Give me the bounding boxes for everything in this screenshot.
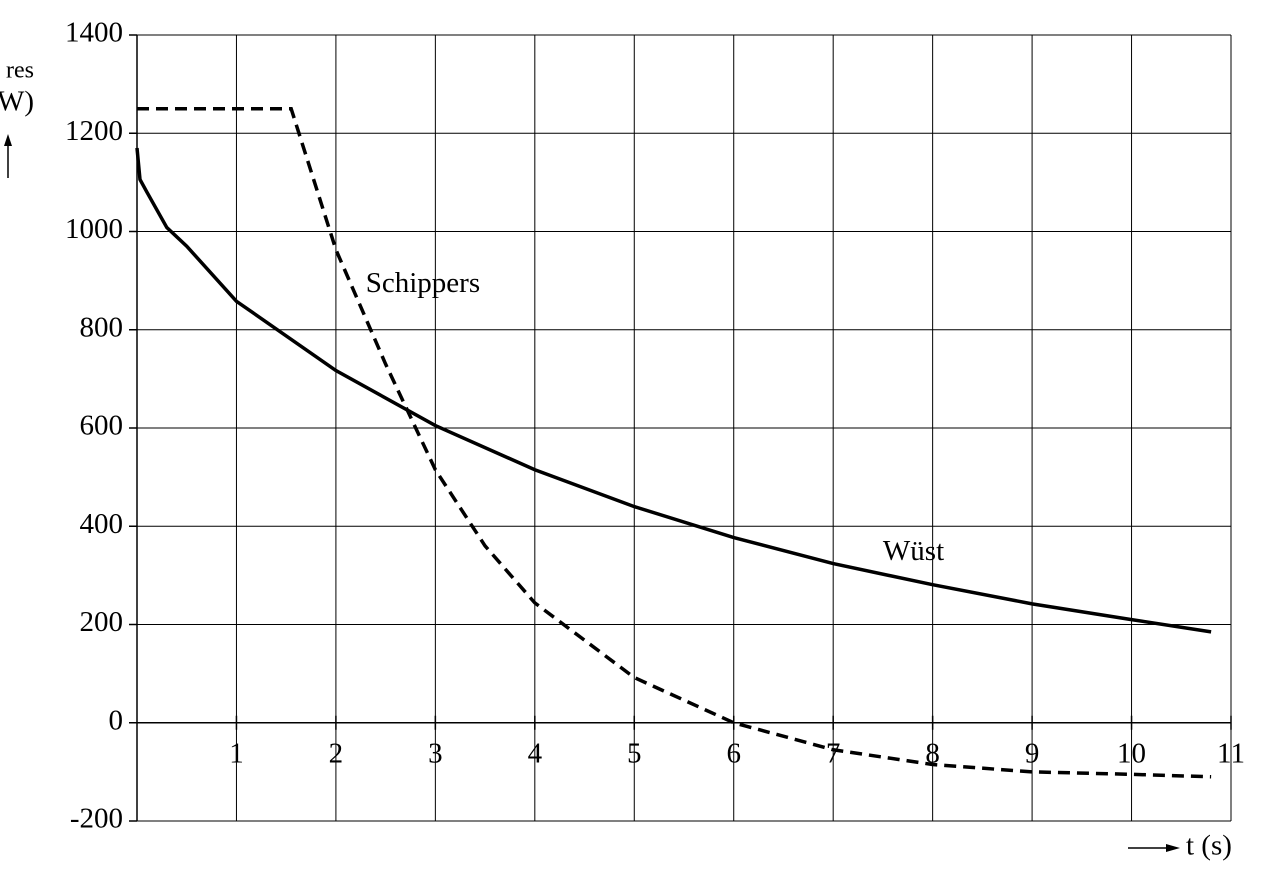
series-line [135, 147, 1212, 634]
annotation: Wüst [883, 535, 944, 567]
series-line [137, 106, 1212, 779]
x-tick-label: 7 [826, 737, 841, 769]
y-label: W) [0, 86, 34, 118]
y-tick-label: 0 [109, 704, 124, 736]
x-tick-label: 4 [528, 737, 543, 769]
y-tick-label: 1000 [65, 213, 123, 245]
y-arrow-head [4, 134, 12, 146]
y-tick-label: 800 [80, 311, 124, 343]
y-tick-label: 600 [80, 410, 124, 442]
x-tick-label: 5 [627, 737, 642, 769]
annotation: Schippers [366, 267, 480, 299]
x-tick-label: 6 [726, 737, 741, 769]
x-tick-label: 2 [329, 737, 344, 769]
y-tick-label: 1200 [65, 115, 123, 147]
y-tick-label: 400 [80, 508, 124, 540]
y-label: res [6, 58, 34, 84]
y-tick-label: 200 [80, 606, 124, 638]
x-label: t (s) [1186, 830, 1232, 862]
y-tick-label: 1400 [65, 17, 123, 49]
x-tick-label: 11 [1217, 737, 1245, 769]
x-tick-label: 10 [1117, 737, 1146, 769]
y-tick-label: -200 [70, 803, 123, 835]
x-tick-label: 8 [925, 737, 940, 769]
x-tick-label: 9 [1025, 737, 1040, 769]
x-tick-label: 3 [428, 737, 443, 769]
x-tick-label: 1 [229, 737, 244, 769]
x-arrow-head [1166, 844, 1180, 852]
